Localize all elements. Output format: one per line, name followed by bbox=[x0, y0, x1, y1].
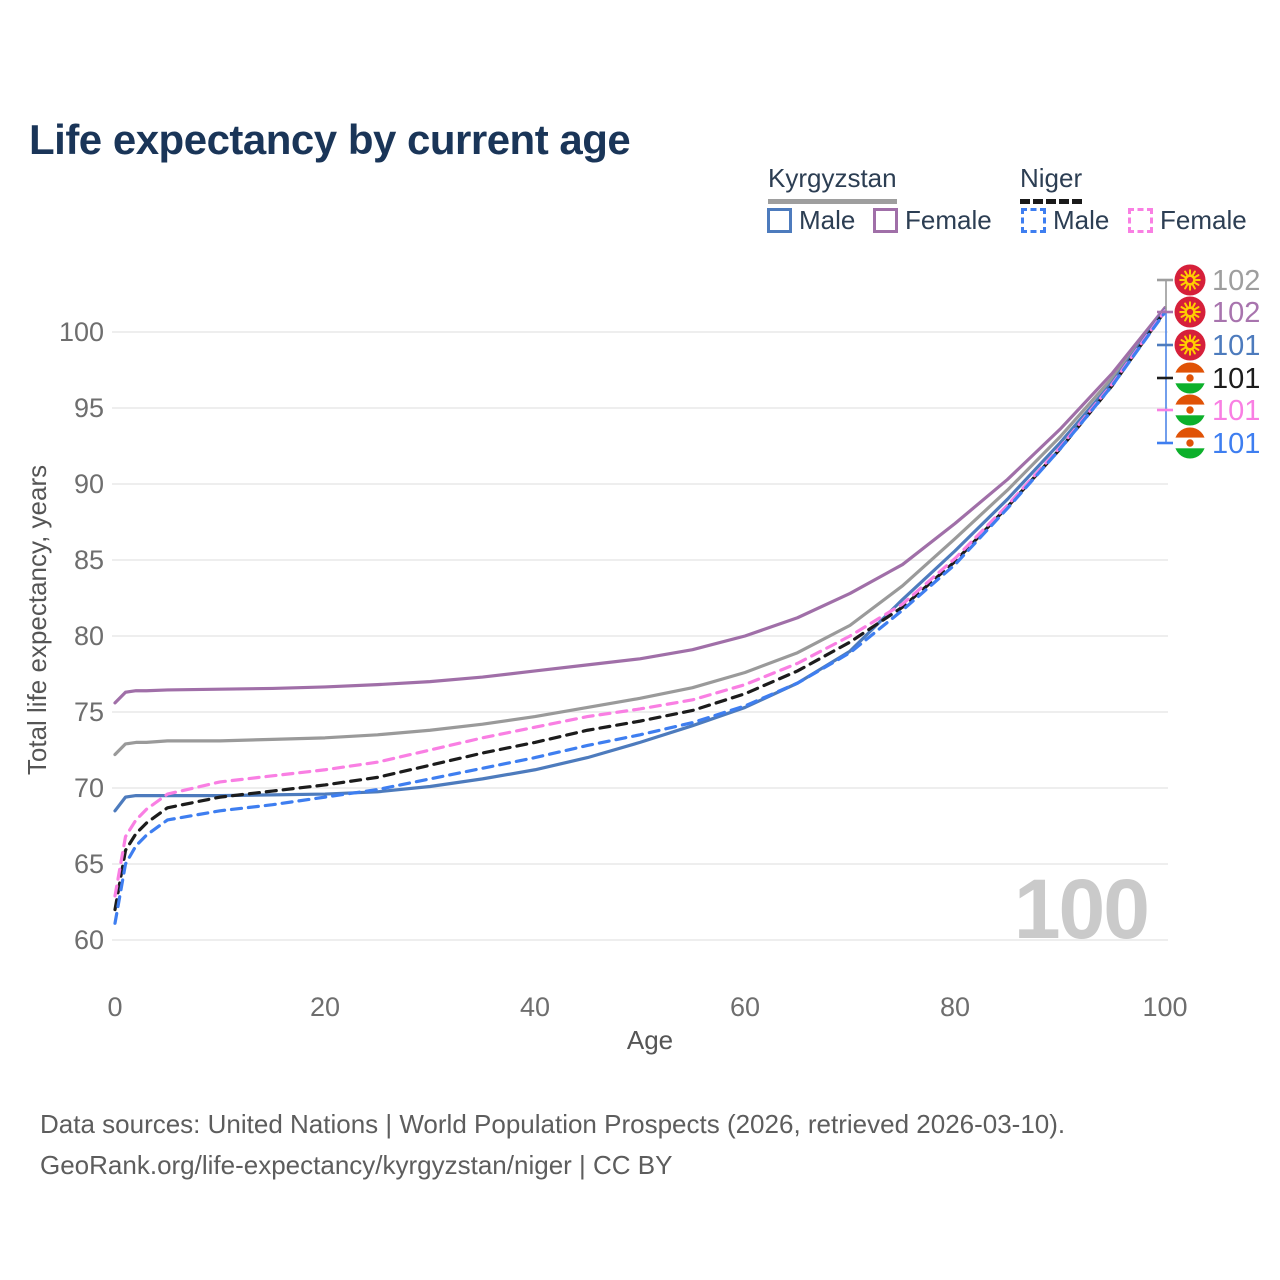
niger-male-line-swatch bbox=[1021, 208, 1046, 233]
sun-ray bbox=[1180, 282, 1186, 286]
sun-ray bbox=[1180, 274, 1186, 278]
flag-band-green bbox=[1174, 415, 1206, 426]
x-tick-label-0: 0 bbox=[107, 992, 122, 1022]
flag-band-orange bbox=[1174, 362, 1206, 373]
flag-sun-disc bbox=[1186, 439, 1194, 447]
y-axis-title: Total life expectancy, years bbox=[22, 465, 52, 775]
x-tick-label-60: 60 bbox=[730, 992, 760, 1022]
x-tick-label-40: 40 bbox=[520, 992, 550, 1022]
y-tick-label-85: 85 bbox=[74, 545, 104, 575]
endpoint-value-niger-female: 101 bbox=[1212, 395, 1260, 427]
flag-sun-disc bbox=[1186, 406, 1194, 414]
sun-center bbox=[1184, 339, 1196, 351]
legend-item-label: Female bbox=[1160, 205, 1247, 235]
sun-ray bbox=[1194, 282, 1200, 286]
y-tick-label-65: 65 bbox=[74, 849, 104, 879]
legend-item-niger-male[interactable]: Male bbox=[1021, 205, 1109, 236]
y-tick-label-95: 95 bbox=[74, 393, 104, 423]
series-line-niger[interactable] bbox=[113, 309, 1167, 912]
flag-field bbox=[1174, 264, 1206, 296]
legend-group-niger[interactable]: Niger bbox=[1020, 163, 1083, 204]
series-line-niger-female[interactable] bbox=[113, 309, 1167, 898]
sun-ray bbox=[1192, 349, 1196, 355]
flag-field bbox=[1174, 296, 1206, 328]
legend-item-label: Female bbox=[905, 205, 992, 235]
sun-ray bbox=[1184, 335, 1188, 341]
sun-ray bbox=[1180, 306, 1186, 310]
niger-flag-icon bbox=[1174, 394, 1206, 426]
sun-ray bbox=[1184, 302, 1188, 308]
legend-item-kyrgyzstan-male[interactable]: Male bbox=[767, 205, 855, 236]
sun-ray bbox=[1180, 314, 1186, 318]
y-tick-label-100: 100 bbox=[59, 317, 104, 347]
kyrgyzstan-male-line-swatch bbox=[767, 208, 792, 233]
legend-item-niger-female[interactable]: Female bbox=[1128, 205, 1247, 236]
legend-group-kyrgyzstan[interactable]: Kyrgyzstan bbox=[768, 163, 897, 204]
sun-ray bbox=[1192, 302, 1196, 308]
sun-ray bbox=[1184, 284, 1188, 290]
series-line-kyrgyzstan[interactable] bbox=[113, 306, 1167, 757]
endpoint-value-niger-male: 101 bbox=[1212, 428, 1260, 460]
x-tick-label-100: 100 bbox=[1142, 992, 1187, 1022]
kyrgyzstan-flag-icon bbox=[1174, 329, 1206, 361]
y-tick-label-80: 80 bbox=[74, 621, 104, 651]
footer-attribution: GeoRank.org/life-expectancy/kyrgyzstan/n… bbox=[40, 1150, 673, 1180]
y-tick-label-90: 90 bbox=[74, 469, 104, 499]
y-tick-label-60: 60 bbox=[74, 925, 104, 955]
page-title: Life expectancy by current age bbox=[29, 116, 631, 164]
legend-item-label: Male bbox=[1053, 205, 1110, 235]
life-expectancy-chart[interactable]: 60 65 70 75 80 85 90 95 100 0 20 40 60 80 100 Age Total … bbox=[0, 0, 1280, 1090]
sun-ray bbox=[1184, 349, 1188, 355]
sun-ray bbox=[1194, 274, 1200, 278]
flag-band-green bbox=[1174, 383, 1206, 394]
x-axis-title: Age bbox=[627, 1025, 673, 1055]
sun-ray bbox=[1180, 339, 1186, 343]
sun-ray bbox=[1192, 284, 1196, 290]
series-line-kyrgyzstan-male[interactable] bbox=[113, 308, 1167, 813]
endpoint-value-niger: 101 bbox=[1212, 363, 1260, 395]
legend-item-label: Male bbox=[799, 205, 856, 235]
x-tick-label-80: 80 bbox=[940, 992, 970, 1022]
niger-flag-icon bbox=[1174, 427, 1206, 459]
flag-field bbox=[1174, 329, 1206, 361]
sun-center bbox=[1184, 274, 1196, 286]
footer-data-sources: Data sources: United Nations | World Pop… bbox=[40, 1109, 1066, 1139]
y-tick-label-75: 75 bbox=[74, 697, 104, 727]
x-tick-label-20: 20 bbox=[310, 992, 340, 1022]
sun-ray bbox=[1192, 270, 1196, 276]
sun-ray bbox=[1194, 306, 1200, 310]
niger-flag-icon bbox=[1174, 362, 1206, 394]
kyrgyzstan-flag-icon bbox=[1174, 296, 1206, 328]
sun-ray bbox=[1194, 339, 1200, 343]
footer: Data sources: United Nations | World Pop… bbox=[40, 1104, 1065, 1186]
flag-band-orange bbox=[1174, 394, 1206, 405]
sun-ray bbox=[1194, 314, 1200, 318]
sun-ray bbox=[1184, 316, 1188, 322]
sun-ray bbox=[1184, 270, 1188, 276]
y-tick-label-70: 70 bbox=[74, 773, 104, 803]
series-line-niger-male[interactable] bbox=[113, 310, 1167, 925]
legend-item-kyrgyzstan-female[interactable]: Female bbox=[873, 205, 992, 236]
sun-center bbox=[1184, 306, 1196, 318]
flag-band-green bbox=[1174, 448, 1206, 459]
sun-ray bbox=[1180, 347, 1186, 351]
sun-ray bbox=[1194, 347, 1200, 351]
kyrgyzstan-female-line-swatch bbox=[873, 208, 898, 233]
niger-female-line-swatch bbox=[1128, 208, 1153, 233]
endpoint-value-kyrgyzstan-female: 102 bbox=[1212, 297, 1260, 329]
endpoint-value-kyrgyzstan-male: 101 bbox=[1212, 330, 1260, 362]
endpoint-value-kyrgyzstan: 102 bbox=[1212, 265, 1260, 297]
hover-age-watermark: 100 bbox=[1014, 862, 1148, 956]
sun-ray bbox=[1192, 335, 1196, 341]
series-line-kyrgyzstan-female[interactable] bbox=[113, 306, 1167, 705]
kyrgyzstan-flag-icon bbox=[1174, 264, 1206, 296]
flag-sun-disc bbox=[1186, 374, 1194, 382]
flag-band-orange bbox=[1174, 427, 1206, 438]
sun-ray bbox=[1192, 316, 1196, 322]
